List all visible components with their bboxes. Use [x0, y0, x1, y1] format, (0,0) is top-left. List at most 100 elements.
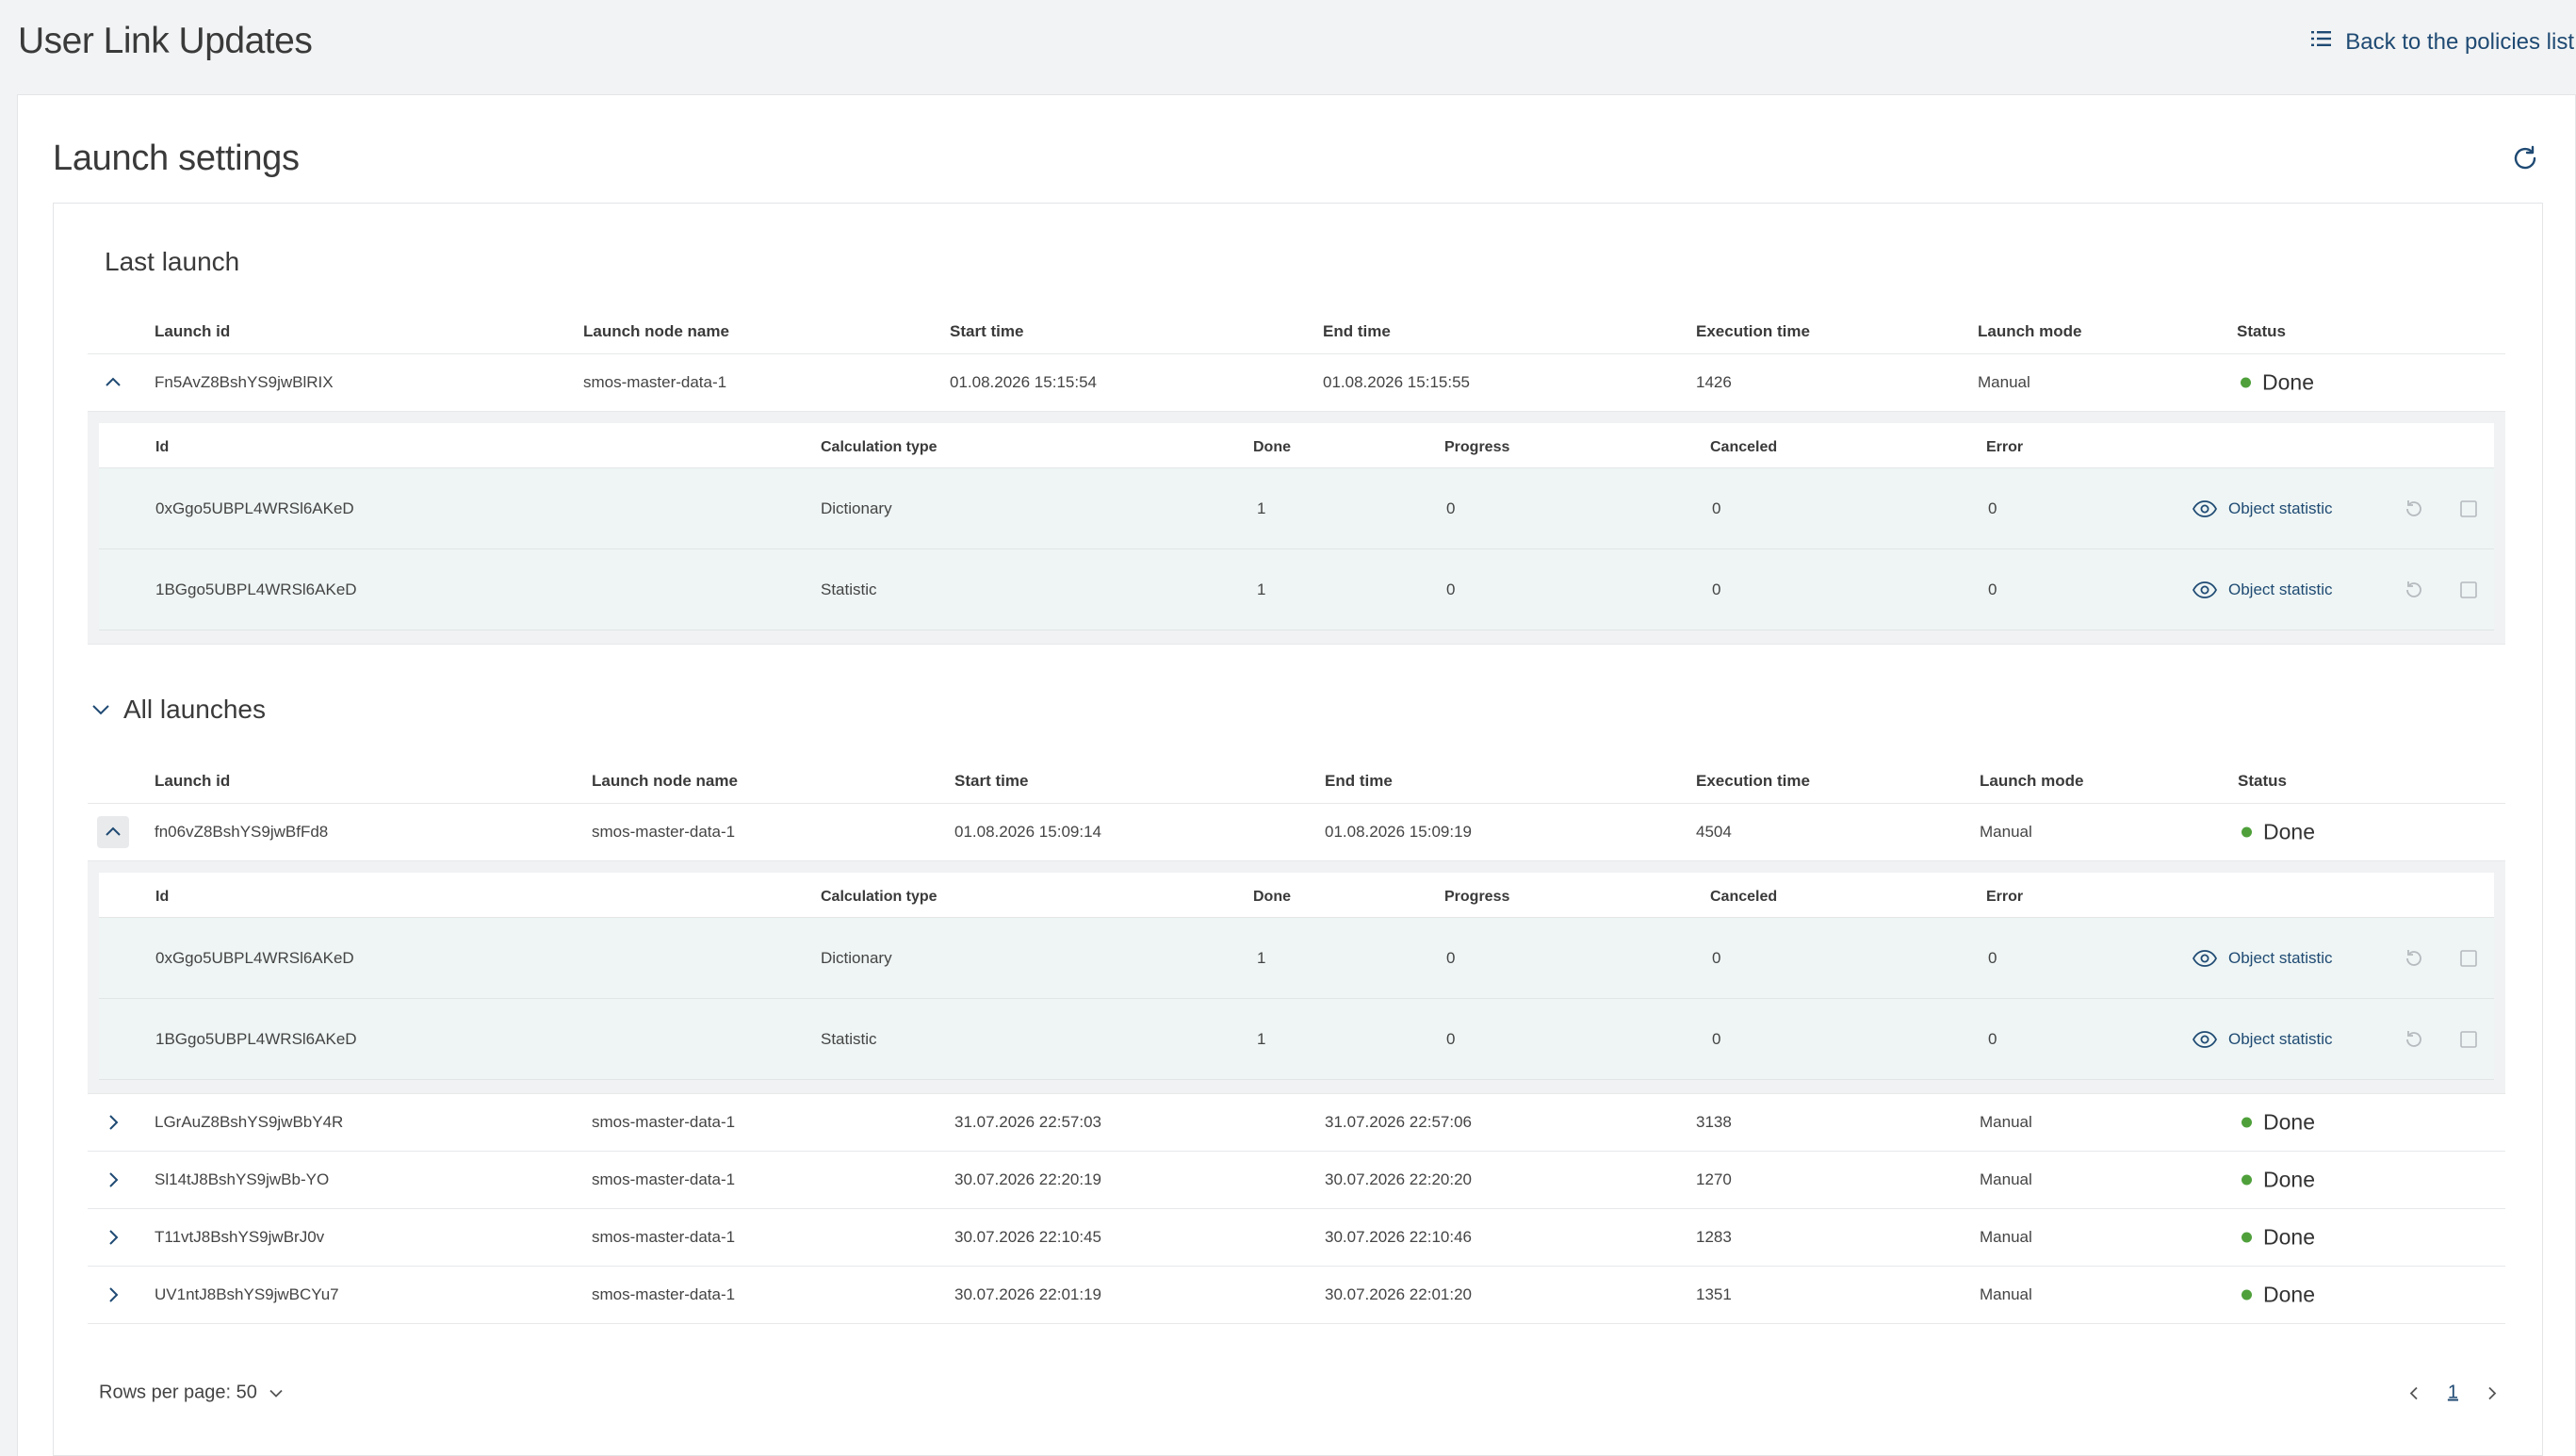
node-name: smos-master-data-1 — [592, 1228, 736, 1246]
page-title: User Link Updates — [18, 21, 313, 61]
rows-per-page-select[interactable]: Rows per page: 50 — [99, 1382, 284, 1404]
col-launch-id: Launch id — [155, 322, 231, 340]
col-done: Done — [1253, 439, 1291, 455]
launch-id: Fn5AvZ8BshYS9jwBlRIX — [155, 373, 334, 391]
col-error: Error — [1986, 439, 2024, 455]
calc-id: 1BGgo5UBPL4WRSl6AKeD — [155, 580, 357, 598]
col-execution-time: Execution time — [1696, 322, 1810, 340]
done-count: 1 — [1257, 1029, 1266, 1048]
end-time: 31.07.2026 22:57:06 — [1325, 1113, 1472, 1131]
execution-time: 1270 — [1696, 1170, 1732, 1188]
restart-icon — [2406, 949, 2421, 966]
collapse-row-button[interactable] — [97, 367, 129, 399]
execution-time: 1351 — [1696, 1285, 1732, 1303]
object-statistic-button[interactable]: Object statistic — [2193, 499, 2333, 518]
page-number[interactable]: 1 — [2447, 1382, 2458, 1403]
status-label: Done — [2263, 1109, 2315, 1135]
done-count: 1 — [1257, 948, 1266, 967]
table-row[interactable]: LGrAuZ8BshYS9jwBbY4R smos-master-data-1 … — [88, 1094, 2505, 1152]
refresh-button[interactable] — [2509, 142, 2541, 174]
col-done: Done — [1253, 889, 1291, 905]
object-statistic-button[interactable]: Object statistic — [2193, 1030, 2333, 1049]
status-badge: Done — [2242, 820, 2315, 845]
eye-icon — [2193, 581, 2217, 598]
progress-count: 0 — [1446, 580, 1456, 598]
col-node-name: Launch node name — [583, 322, 729, 340]
object-statistic-label: Object statistic — [2228, 1029, 2333, 1048]
progress-count: 0 — [1446, 499, 1456, 517]
chevron-up-icon — [106, 377, 121, 386]
col-progress: Progress — [1444, 889, 1510, 905]
progress-count: 0 — [1446, 1029, 1456, 1048]
table-row[interactable]: UV1ntJ8BshYS9jwBCYu7 smos-master-data-1 … — [88, 1267, 2505, 1324]
back-to-policies-link[interactable]: Back to the policies list — [2311, 28, 2574, 56]
error-count: 0 — [1988, 580, 1997, 598]
execution-time: 4504 — [1696, 823, 1732, 841]
execution-time: 1283 — [1696, 1228, 1732, 1246]
collapse-row-button[interactable] — [97, 816, 129, 848]
launch-mode: Manual — [1980, 1285, 2032, 1303]
select-checkbox[interactable] — [2460, 499, 2477, 517]
object-statistic-button[interactable]: Object statistic — [2193, 949, 2333, 968]
restart-icon — [2406, 1030, 2421, 1047]
select-checkbox[interactable] — [2460, 949, 2477, 967]
all-launches-toggle[interactable]: All launches — [91, 695, 266, 725]
all-launches-table: Launch id Launch node name Start time En… — [88, 747, 2505, 1324]
status-dot-icon — [2241, 377, 2251, 388]
launch-id: UV1ntJ8BshYS9jwBCYu7 — [155, 1285, 339, 1303]
select-checkbox[interactable] — [2460, 1030, 2477, 1048]
node-name: smos-master-data-1 — [592, 823, 736, 841]
pagination: 1 — [2406, 1382, 2500, 1404]
launch-id: Sl14tJ8BshYS9jwBb-YO — [155, 1170, 330, 1188]
restart-button[interactable] — [2404, 580, 2424, 600]
details-row: 1BGgo5UBPL4WRSl6AKeD Statistic 1 0 0 0 O… — [99, 999, 2494, 1080]
status-label: Done — [2263, 1167, 2315, 1192]
col-status: Status — [2238, 772, 2287, 790]
expand-row-button[interactable] — [97, 1164, 129, 1196]
canceled-count: 0 — [1712, 1029, 1721, 1048]
end-time: 30.07.2026 22:01:20 — [1325, 1285, 1472, 1303]
restart-button[interactable] — [2404, 1029, 2424, 1050]
chevron-right-icon — [109, 1115, 119, 1130]
details-header: Id Calculation type Done Progress Cancel… — [99, 423, 2494, 468]
expand-row-button[interactable] — [97, 1221, 129, 1253]
eye-icon — [2193, 949, 2217, 967]
restart-button[interactable] — [2404, 948, 2424, 969]
table-row[interactable]: T11vtJ8BshYS9jwBrJ0v smos-master-data-1 … — [88, 1209, 2505, 1267]
select-checkbox[interactable] — [2460, 581, 2477, 598]
restart-button[interactable] — [2404, 499, 2424, 519]
col-launch-mode: Launch mode — [1980, 772, 2084, 790]
expand-row-button[interactable] — [97, 1279, 129, 1311]
status-dot-icon — [2242, 1174, 2252, 1186]
status-badge: Done — [2242, 1225, 2315, 1251]
status-badge: Done — [2242, 1110, 2315, 1136]
status-dot-icon — [2242, 1289, 2252, 1301]
chevron-up-icon — [106, 826, 121, 836]
col-launch-id: Launch id — [155, 772, 231, 790]
start-time: 01.08.2026 15:15:54 — [950, 373, 1097, 391]
canceled-count: 0 — [1712, 580, 1721, 598]
col-calculation-type: Calculation type — [821, 439, 937, 455]
chevron-right-icon — [109, 1230, 119, 1245]
col-execution-time: Execution time — [1696, 772, 1810, 790]
chevron-right-icon — [109, 1172, 119, 1187]
table-row[interactable]: Sl14tJ8BshYS9jwBb-YO smos-master-data-1 … — [88, 1152, 2505, 1209]
all-launches-title: All launches — [123, 695, 266, 724]
status-dot-icon — [2242, 1117, 2252, 1128]
launch-id: LGrAuZ8BshYS9jwBbY4R — [155, 1113, 344, 1131]
status-badge: Done — [2242, 1283, 2315, 1308]
list-icon — [2311, 28, 2332, 56]
status-badge: Done — [2241, 370, 2314, 396]
col-launch-mode: Launch mode — [1978, 322, 2082, 340]
status-badge: Done — [2242, 1168, 2315, 1193]
object-statistic-button[interactable]: Object statistic — [2193, 581, 2333, 599]
error-count: 0 — [1988, 499, 1997, 517]
table-row[interactable]: fn06vZ8BshYS9jwBfFd8 smos-master-data-1 … — [88, 804, 2505, 861]
table-row[interactable]: Fn5AvZ8BshYS9jwBlRIX smos-master-data-1 … — [88, 354, 2505, 412]
start-time: 01.08.2026 15:09:14 — [954, 823, 1101, 841]
launch-mode: Manual — [1978, 373, 2030, 391]
card-title: Launch settings — [53, 139, 300, 178]
prev-page-button[interactable] — [2406, 1385, 2421, 1400]
expand-row-button[interactable] — [97, 1106, 129, 1138]
next-page-button[interactable] — [2485, 1385, 2500, 1400]
